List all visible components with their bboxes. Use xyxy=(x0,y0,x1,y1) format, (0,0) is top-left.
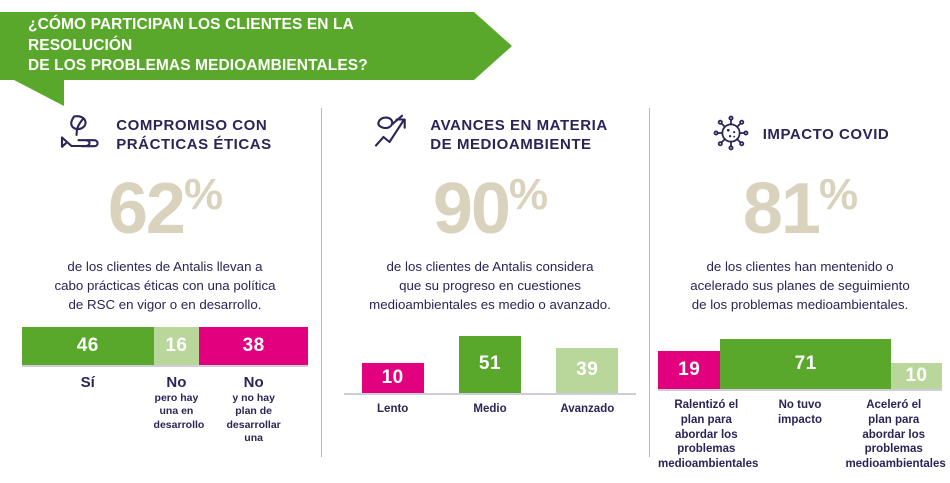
bar-label-lento: Lento xyxy=(377,402,409,415)
bar-cell-avanzado: 39 xyxy=(539,347,636,393)
column-2-percent-value: 90 xyxy=(432,169,511,249)
column-3-percent-value: 81 xyxy=(742,169,821,249)
column-compromiso-practicas-eticas: COMPROMISO CON PRÁCTICAS ÉTICAS 62% de l… xyxy=(0,104,330,483)
hand-leaf-icon xyxy=(58,113,104,158)
bar-lento: 10 xyxy=(361,362,424,393)
growth-arrow-leaf-icon xyxy=(372,113,418,158)
chart-3-bars: 19 71 10 xyxy=(658,327,942,389)
bar-segment-no-en-desarrollo: 16 xyxy=(153,326,200,365)
column-3-body-text: de los clientes han mentenido o acelerad… xyxy=(690,259,910,312)
column-3-chart: 19 71 10 Ralentizó el plan para abordar … xyxy=(658,327,946,473)
bar-segment-no-sin-plan: 38 xyxy=(199,326,308,365)
bar-medio: 51 xyxy=(459,335,521,393)
banner-title: ¿CÓMO PARTICIPAN LOS CLIENTES EN LA RESO… xyxy=(28,16,368,75)
bar-cell-medio: 51 xyxy=(441,335,538,393)
column-2-percent-symbol: % xyxy=(508,170,548,219)
bar-value-lento: 10 xyxy=(381,366,404,388)
bar-acelero: 10 xyxy=(890,362,942,389)
column-divider-2 xyxy=(649,108,650,457)
bar-label-si: Sí xyxy=(80,373,95,391)
column-avances-medioambiente: AVANCES EN MATERIA DE MEDIOAMBIENTE 90% … xyxy=(330,104,650,483)
bar-label-medio: Medio xyxy=(473,402,507,415)
bar-label-no-sin-plan: No y no hay plan de desarrollar una xyxy=(226,373,281,445)
column-1-title: COMPROMISO CON PRÁCTICAS ÉTICAS xyxy=(116,116,272,153)
chart-1-baseline xyxy=(22,364,308,367)
bar-value-medio: 51 xyxy=(478,353,502,375)
column-2-big-percent: 90% xyxy=(344,166,636,252)
virus-covid-icon xyxy=(711,113,751,158)
chart-2-baseline xyxy=(344,392,636,395)
stacked-bar: 46 16 38 xyxy=(22,326,308,365)
bar-value-ralentizo: 19 xyxy=(678,358,701,380)
column-3-header: IMPACTO COVID xyxy=(658,104,942,166)
header-banner: ¿CÓMO PARTICIPAN LOS CLIENTES EN LA RESO… xyxy=(0,12,560,106)
bar-label-no-tuvo-impacto: No tuvo impacto xyxy=(777,398,823,426)
column-impacto-covid: IMPACTO COVID 81% de los clientes han me… xyxy=(650,104,950,483)
column-2-body-text: de los clientes de Antalis considera que… xyxy=(369,259,611,312)
column-3-title: IMPACTO COVID xyxy=(762,126,890,144)
bar-segment-si: 46 xyxy=(22,326,154,365)
banner-arrow-shape: ¿CÓMO PARTICIPAN LOS CLIENTES EN LA RESO… xyxy=(0,12,512,80)
bar-ralentizo: 19 xyxy=(658,350,721,389)
bar-value-acelero: 10 xyxy=(905,364,928,386)
bar-no-tuvo-impacto: 71 xyxy=(720,338,891,389)
column-divider-1 xyxy=(321,108,322,457)
bar-value-no-tuvo-impacto: 71 xyxy=(794,352,817,374)
bar-cell-lento: 10 xyxy=(344,362,441,393)
bar-avanzado: 39 xyxy=(556,347,619,393)
column-2-header: AVANCES EN MATERIA DE MEDIOAMBIENTE xyxy=(344,104,636,166)
chart-3-baseline xyxy=(658,388,942,391)
column-3-big-percent: 81% xyxy=(658,166,942,252)
chart-2-bars: 10 51 39 xyxy=(344,327,636,393)
column-1-body-text: de los clientes de Antalis llevan a cabo… xyxy=(54,259,276,312)
bar-label-acelero: Aceleró el plan para abordar los problem… xyxy=(845,398,946,471)
bar-value-avanzado: 39 xyxy=(576,359,599,381)
bar-value-no-sin-plan: 38 xyxy=(242,334,265,356)
column-3-percent-symbol: % xyxy=(818,170,858,219)
column-1-big-percent: 62% xyxy=(22,166,308,252)
columns-container: COMPROMISO CON PRÁCTICAS ÉTICAS 62% de l… xyxy=(0,104,950,483)
column-1-header: COMPROMISO CON PRÁCTICAS ÉTICAS xyxy=(22,104,308,166)
bar-label-no-en-desarrollo: No pero hay una en desarrollo xyxy=(153,373,205,431)
bar-value-si: 46 xyxy=(76,334,99,356)
column-1-percent-value: 62 xyxy=(107,169,186,249)
bar-label-avanzado: Avanzado xyxy=(560,402,615,415)
column-2-title: AVANCES EN MATERIA DE MEDIOAMBIENTE xyxy=(430,116,608,153)
column-2-chart: 10 51 39 Lento xyxy=(344,327,636,417)
chart-1-labels: Sí No pero hay una en desarrollo No y no… xyxy=(22,374,308,446)
chart-2-labels: Lento Medio Avanzado xyxy=(344,402,636,417)
column-1-chart: 46 16 38 Sí No xyxy=(22,326,308,446)
banner-tail xyxy=(14,80,64,106)
bar-label-ralentizo: Ralentizó el plan para abordar los probl… xyxy=(658,398,759,471)
bar-value-no-en-desarrollo: 16 xyxy=(165,334,188,356)
column-1-percent-symbol: % xyxy=(183,170,223,219)
chart-3-labels: Ralentizó el plan para abordar los probl… xyxy=(658,398,946,473)
